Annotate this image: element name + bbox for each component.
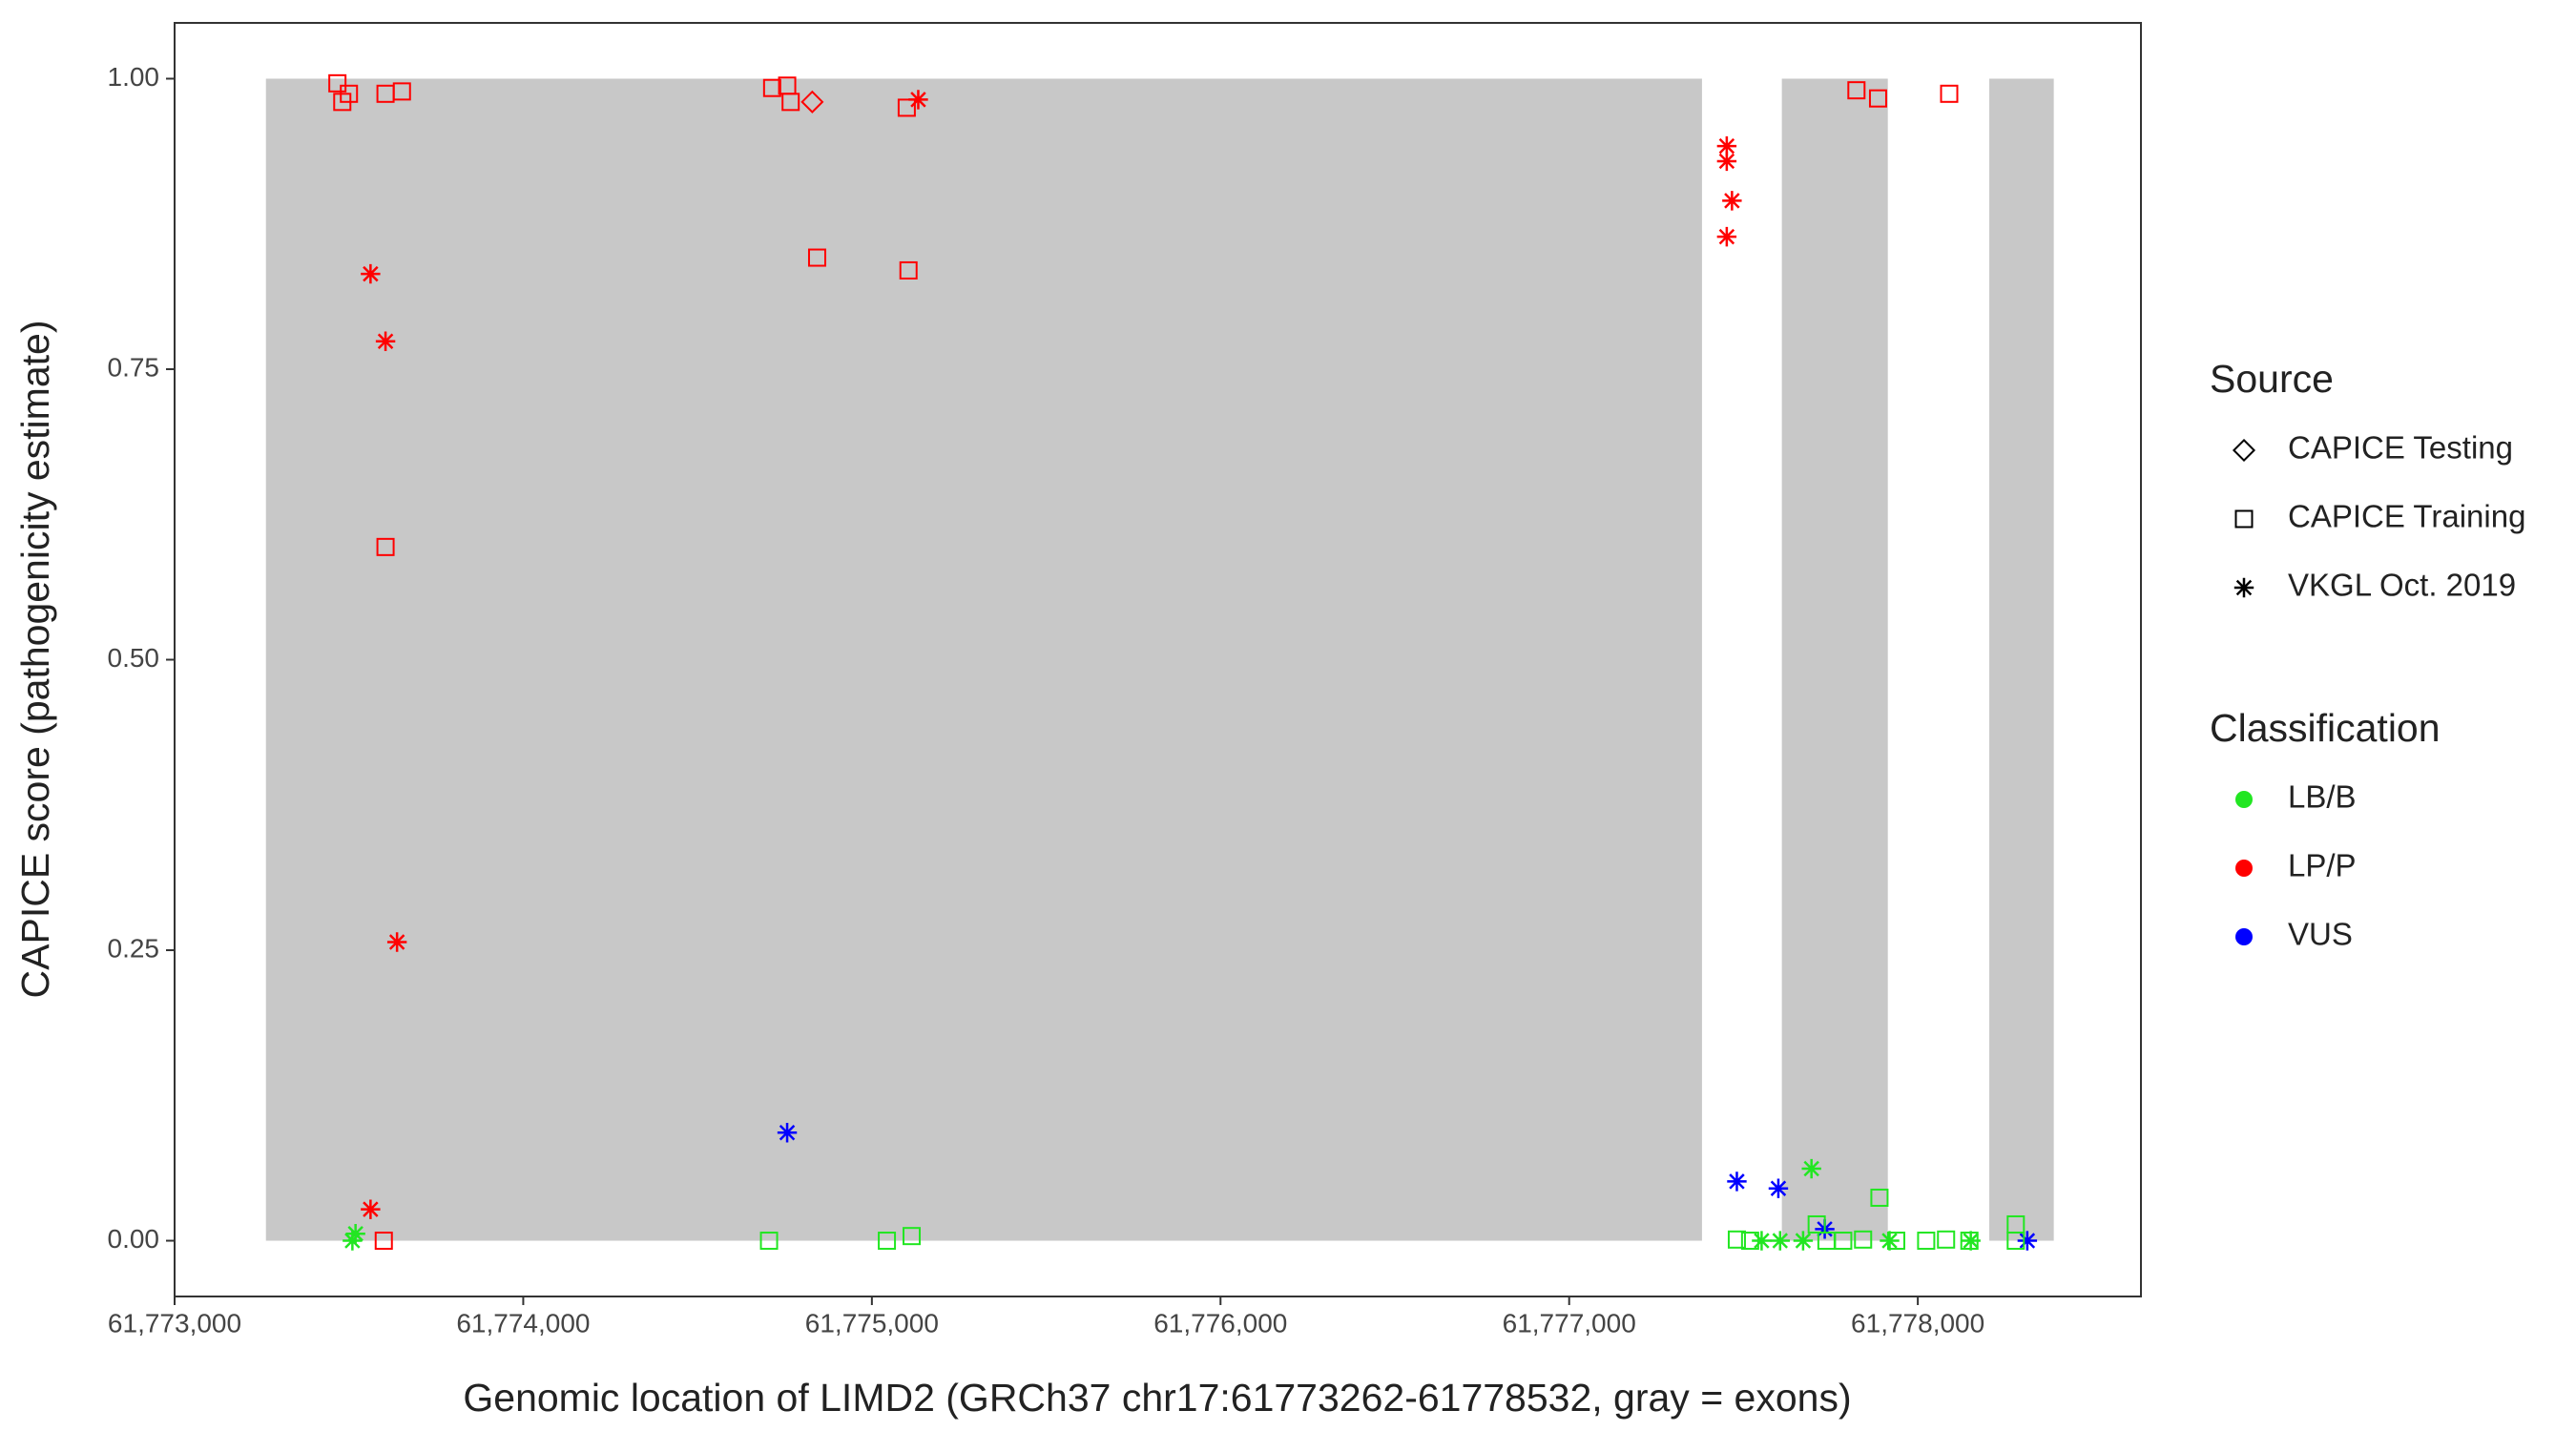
point xyxy=(392,82,411,101)
point xyxy=(328,73,347,93)
point xyxy=(376,537,395,556)
x-tick-label: 61,777,000 xyxy=(1503,1308,1636,1338)
x-axis-title: Genomic location of LIMD2 (GRCh37 chr17:… xyxy=(463,1376,1851,1420)
point xyxy=(2006,1232,2025,1251)
legend-symbol xyxy=(2234,509,2254,529)
point xyxy=(343,1231,363,1251)
point xyxy=(1807,1214,1826,1234)
legend-label: CAPICE Testing xyxy=(2288,430,2513,466)
point xyxy=(899,260,918,280)
point xyxy=(759,1232,779,1251)
point xyxy=(1917,1232,1936,1251)
point xyxy=(1961,1231,1981,1251)
legend-label: CAPICE Training xyxy=(2288,499,2525,534)
y-tick-label: 0.50 xyxy=(108,643,160,673)
point xyxy=(800,90,824,114)
point xyxy=(1727,1230,1746,1249)
point xyxy=(1793,1231,1814,1251)
point xyxy=(762,78,781,97)
point xyxy=(1716,151,1737,172)
point xyxy=(1940,84,1959,103)
point xyxy=(1880,1231,1900,1251)
legend-symbol xyxy=(2235,860,2253,877)
point xyxy=(361,263,381,284)
x-tick-label: 61,778,000 xyxy=(1851,1308,1984,1338)
y-tick-label: 0.25 xyxy=(108,933,160,963)
point xyxy=(1722,191,1742,211)
legend-symbol xyxy=(2235,791,2253,808)
point xyxy=(2017,1231,2038,1251)
point xyxy=(908,90,928,110)
legend-title: Source xyxy=(2210,357,2334,401)
point xyxy=(1801,1158,1821,1179)
point xyxy=(1834,1232,1853,1251)
x-tick-label: 61,775,000 xyxy=(805,1308,939,1338)
point xyxy=(1740,1232,1759,1251)
point xyxy=(345,1224,365,1244)
legend-label: VKGL Oct. 2019 xyxy=(2288,568,2516,603)
point xyxy=(340,84,359,103)
point xyxy=(1768,1178,1789,1198)
exon xyxy=(265,78,1702,1241)
point xyxy=(1868,89,1887,108)
point xyxy=(1716,226,1737,247)
y-tick-label: 0.00 xyxy=(108,1224,160,1254)
legend-symbol xyxy=(2232,438,2256,463)
y-tick-label: 0.75 xyxy=(108,352,160,382)
x-tick-label: 61,773,000 xyxy=(108,1308,241,1338)
point xyxy=(897,98,916,117)
x-tick-label: 61,774,000 xyxy=(456,1308,590,1338)
point xyxy=(1752,1231,1772,1251)
point xyxy=(386,932,407,952)
point xyxy=(1716,135,1737,156)
point xyxy=(1886,1232,1905,1251)
x-tick-label: 61,776,000 xyxy=(1153,1308,1287,1338)
point xyxy=(1727,1172,1747,1192)
legend-label: LB/B xyxy=(2288,779,2357,815)
point xyxy=(878,1232,897,1251)
point xyxy=(1847,81,1866,100)
point xyxy=(1870,1188,1889,1207)
legend-label: LP/P xyxy=(2288,848,2357,883)
point xyxy=(777,1123,798,1143)
y-axis-title: CAPICE score (pathogenicity estimate) xyxy=(13,321,57,999)
point xyxy=(375,331,396,351)
exon xyxy=(1781,78,1888,1241)
point xyxy=(1960,1232,1979,1251)
point xyxy=(807,248,826,267)
point xyxy=(1854,1230,1873,1249)
legend-symbol xyxy=(2233,577,2254,598)
legend-symbol xyxy=(2235,928,2253,945)
point xyxy=(903,1227,922,1246)
point xyxy=(1770,1231,1790,1251)
point xyxy=(1937,1230,1956,1249)
point xyxy=(374,1232,393,1251)
point xyxy=(361,1199,381,1219)
legend-label: VUS xyxy=(2288,917,2353,952)
y-tick-label: 1.00 xyxy=(108,62,160,92)
legend-title: Classification xyxy=(2210,706,2441,750)
point xyxy=(781,93,800,112)
exon xyxy=(1989,78,2054,1241)
